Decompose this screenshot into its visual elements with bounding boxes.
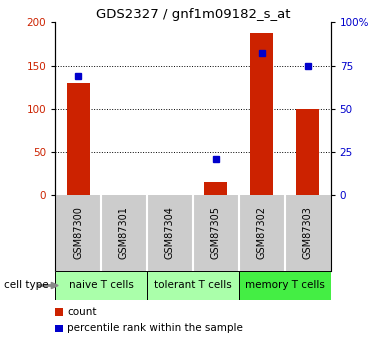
Text: GSM87300: GSM87300 [73, 206, 83, 259]
Bar [250, 33, 273, 195]
Text: GSM87303: GSM87303 [302, 206, 313, 259]
Text: GSM87305: GSM87305 [211, 206, 221, 259]
Bar [66, 83, 90, 195]
Bar [239, 271, 331, 300]
Text: tolerant T cells: tolerant T cells [154, 280, 232, 290]
Bar [147, 271, 239, 300]
Text: memory T cells: memory T cells [245, 280, 325, 290]
Text: GSM87301: GSM87301 [119, 206, 129, 259]
Text: GSM87304: GSM87304 [165, 206, 175, 259]
Text: cell type: cell type [4, 280, 48, 290]
Text: count: count [67, 307, 97, 317]
Text: GSM87302: GSM87302 [257, 206, 267, 259]
Title: GDS2327 / gnf1m09182_s_at: GDS2327 / gnf1m09182_s_at [96, 8, 290, 21]
Text: naive T cells: naive T cells [68, 280, 133, 290]
Bar [296, 109, 319, 195]
Bar [55, 271, 147, 300]
Bar [204, 182, 227, 195]
Text: percentile rank within the sample: percentile rank within the sample [67, 324, 243, 333]
